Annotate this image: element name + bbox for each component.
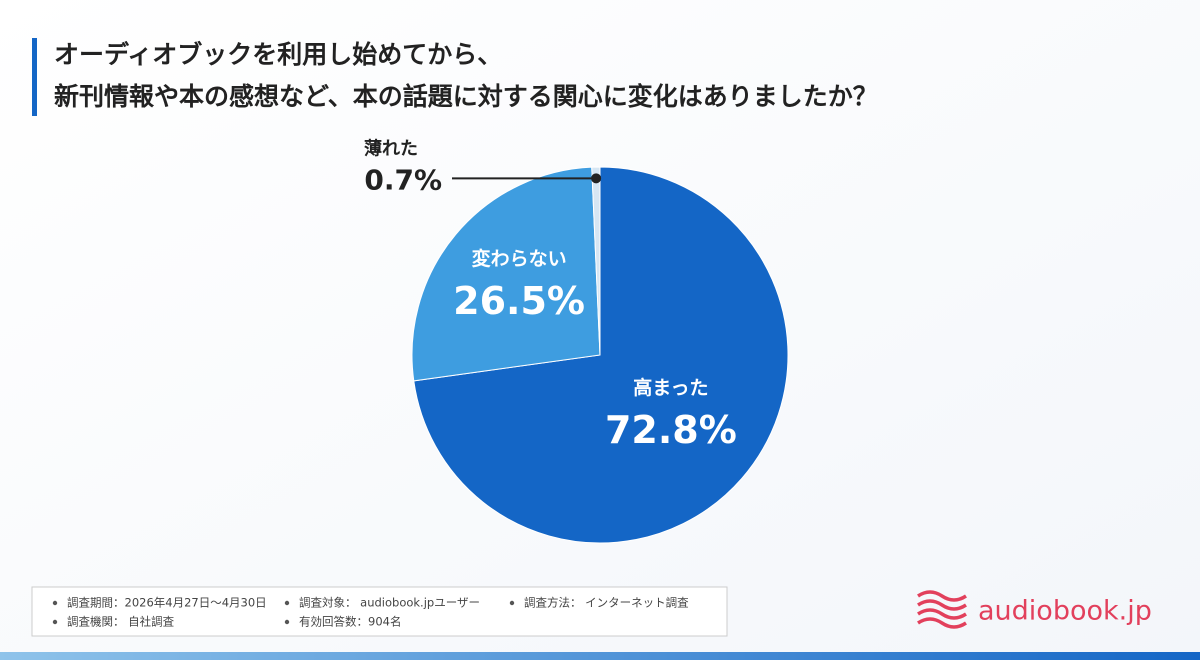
- note-bullet: [52, 600, 58, 606]
- note: 調査機関： 自社調査: [67, 615, 175, 629]
- slice-value: 72.8%: [605, 408, 737, 452]
- leader-dot: [591, 173, 602, 184]
- note-bullet: [52, 619, 58, 625]
- pie: 高まった 72.8% 変わらない 26.5% 薄れた 0.7%: [364, 138, 789, 544]
- pie-slice: [591, 166, 601, 356]
- slice-value: 0.7%: [364, 163, 442, 196]
- slice-category: 高まった: [633, 376, 708, 399]
- pie-slice: [411, 166, 601, 382]
- note-bullet: [509, 600, 515, 606]
- note: 調査期間：2026年4月27日〜4月30日: [67, 596, 267, 610]
- note-bullet: [284, 619, 290, 625]
- slice-category: 変わらない: [472, 247, 567, 270]
- chart-title: 新刊情報や本の感想など、本の話題に対する関心に変化はありましたか？: [54, 82, 878, 111]
- logo-icon: [917, 590, 967, 629]
- note-bullet: [284, 600, 290, 606]
- note: 調査方法： インターネット調査: [524, 596, 689, 610]
- logo-text: audiobook.jp: [978, 596, 1152, 627]
- pie-slice: [413, 166, 789, 544]
- bottom-bar: [0, 652, 1200, 660]
- notes: 調査期間：2026年4月27日〜4月30日 調査対象： audiobook.jpユ…: [52, 596, 689, 629]
- notes-box: [31, 586, 728, 637]
- slice-category: 薄れた: [364, 138, 418, 159]
- note: 調査対象： audiobook.jpユーザー: [299, 596, 480, 610]
- slice-value: 26.5%: [453, 279, 585, 323]
- chart-title: オーディオブックを利用し始めてから、: [54, 40, 502, 69]
- title-accent: [32, 38, 37, 116]
- note: 有効回答数：904名: [299, 615, 401, 629]
